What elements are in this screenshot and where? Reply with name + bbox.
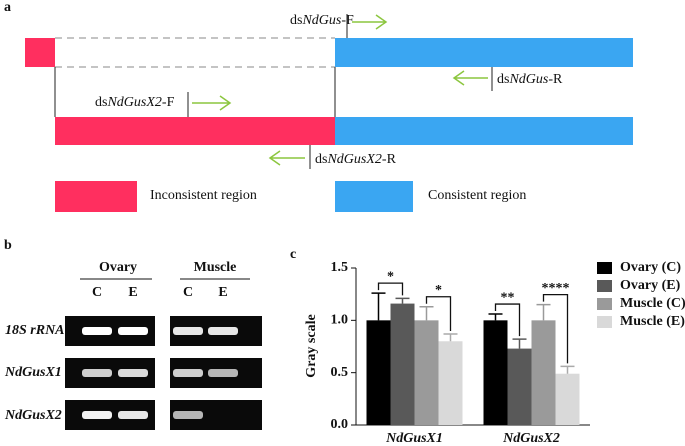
error-bar [395, 297, 410, 304]
bar [366, 320, 391, 425]
gel-band [118, 327, 148, 335]
lane-label: E [128, 285, 137, 300]
primer-arrow [452, 70, 488, 86]
lane-label: E [218, 285, 227, 300]
x-tick-label: NdGusX2 [502, 431, 560, 446]
legend-label: Inconsistent region [150, 188, 257, 203]
gene-label: NdGusX1 [4, 365, 62, 380]
panel-label: a [4, 0, 11, 15]
region-inconsistent [25, 38, 55, 67]
y-axis-label: Gray scale [304, 314, 319, 377]
significance-bracket [377, 282, 404, 296]
gel-band [208, 369, 238, 377]
significance-label: ** [501, 290, 515, 305]
legend-label: Ovary (C) [620, 260, 681, 275]
primer-arrow [192, 95, 232, 111]
significance-label: * [387, 269, 394, 284]
gene-label: 18S rRNA [5, 323, 65, 338]
region-consistent [335, 117, 633, 145]
lane-label: C [92, 285, 102, 300]
gene-label: NdGusX2 [4, 408, 62, 423]
gel-band [173, 411, 203, 419]
significance-label: **** [542, 281, 570, 296]
bar [483, 320, 508, 425]
gel-band [82, 411, 112, 419]
tissue-label: Muscle [194, 260, 237, 275]
y-tick-label: 1.5 [331, 260, 349, 275]
region-consistent [335, 38, 633, 67]
significance-bracket [494, 303, 521, 337]
region-inconsistent [55, 117, 335, 145]
significance-label: * [435, 283, 442, 298]
error-bar [512, 338, 527, 349]
panel-label: b [4, 238, 12, 253]
legend-swatch [55, 181, 137, 212]
gel-band [82, 369, 112, 377]
error-bar [560, 365, 575, 374]
legend-label: Muscle (C) [620, 296, 685, 311]
primer-label: dsNdGusX2-R [315, 152, 397, 167]
error-bar [488, 313, 503, 321]
y-tick-label: 0.5 [331, 365, 349, 380]
y-tick-label: 1.0 [331, 313, 349, 328]
bar [390, 303, 415, 425]
primer-arrow [268, 150, 305, 166]
gel-images [65, 316, 262, 430]
error-bar [371, 292, 386, 321]
legend-label: Muscle (E) [620, 314, 685, 329]
gel-band [118, 369, 148, 377]
primer-label: dsNdGus-F [290, 13, 354, 28]
legend-label: Ovary (E) [620, 278, 681, 293]
bar-chart: 0.00.51.01.5NdGusX1**NdGusX2******Ovary … [331, 260, 685, 446]
bar [531, 320, 556, 425]
y-tick-label: 0.0 [331, 417, 349, 432]
legend-swatch [597, 262, 612, 274]
significance-bracket [542, 293, 569, 364]
legend-swatch [335, 181, 413, 212]
legend-swatch [597, 298, 612, 310]
gel-band [82, 327, 112, 335]
tissue-label: Ovary [99, 260, 137, 275]
legend-swatch [597, 316, 612, 328]
legend-swatch [597, 280, 612, 292]
bar [438, 341, 463, 425]
primer-label: dsNdGusX2-F [95, 95, 175, 110]
legend-label: Consistent region [428, 188, 526, 203]
bar [555, 373, 580, 425]
panel-label: c [290, 247, 296, 262]
gel-band [208, 327, 238, 335]
x-tick-label: NdGusX1 [385, 431, 443, 446]
primer-label: dsNdGus-R [497, 72, 563, 87]
primer-arrow [352, 14, 388, 30]
bar [507, 348, 532, 425]
error-bar [443, 333, 458, 342]
gel-band [118, 411, 148, 419]
error-bar [536, 303, 551, 321]
gel-band [173, 369, 203, 377]
significance-bracket [425, 296, 452, 331]
gel-band [173, 327, 203, 335]
lane-label: C [183, 285, 193, 300]
bar [414, 320, 439, 425]
error-bar [419, 305, 434, 321]
